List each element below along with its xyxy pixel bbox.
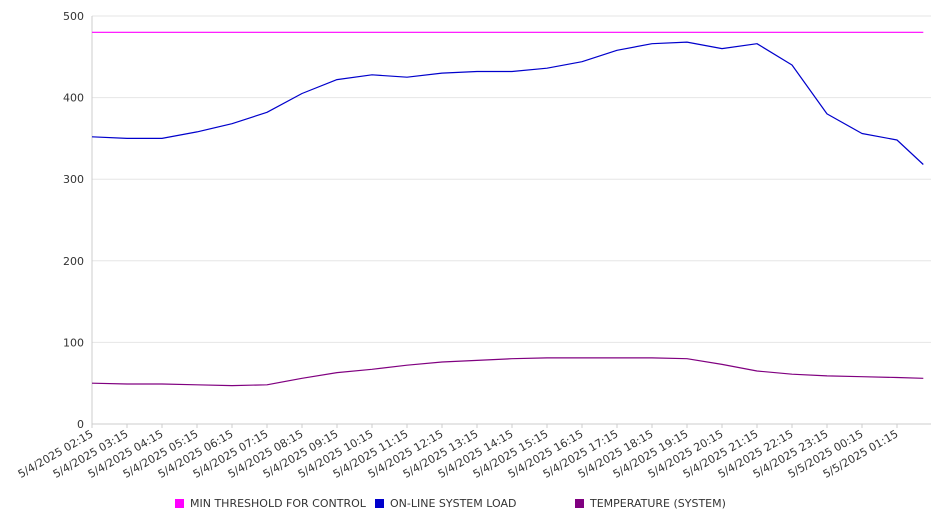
y-tick-label: 100 bbox=[63, 336, 84, 349]
legend-label-min-threshold: MIN THRESHOLD FOR CONTROL bbox=[190, 497, 366, 510]
y-tick-label: 300 bbox=[63, 173, 84, 186]
y-tick-labels: 0 100 200 300 400 500 bbox=[63, 10, 84, 431]
legend: MIN THRESHOLD FOR CONTROL ON-LINE SYSTEM… bbox=[0, 497, 946, 515]
grid-lines bbox=[92, 15, 931, 343]
axes bbox=[91, 16, 931, 428]
series-line-on-line-system-load bbox=[91, 41, 924, 165]
legend-item-min-threshold[interactable]: MIN THRESHOLD FOR CONTROL bbox=[175, 497, 366, 510]
legend-item-temperature[interactable]: TEMPERATURE (SYSTEM) bbox=[575, 497, 726, 510]
y-tick-label: 0 bbox=[77, 418, 84, 431]
legend-label-system-load: ON-LINE SYSTEM LOAD bbox=[390, 497, 517, 510]
legend-item-system-load[interactable]: ON-LINE SYSTEM LOAD bbox=[375, 497, 516, 510]
legend-swatch-min-threshold bbox=[175, 499, 184, 508]
legend-swatch-temperature bbox=[575, 499, 584, 508]
legend-swatch-system-load bbox=[375, 499, 384, 508]
series-lines bbox=[91, 31, 924, 387]
x-tick-labels: 5/4/2025 02:155/4/2025 03:155/4/2025 04:… bbox=[16, 427, 901, 481]
series-line-temperature-system bbox=[91, 357, 924, 387]
y-tick-label: 500 bbox=[63, 10, 84, 23]
y-tick-label: 400 bbox=[63, 92, 84, 105]
y-tick-label: 200 bbox=[63, 255, 84, 268]
legend-label-temperature: TEMPERATURE (SYSTEM) bbox=[590, 497, 726, 510]
